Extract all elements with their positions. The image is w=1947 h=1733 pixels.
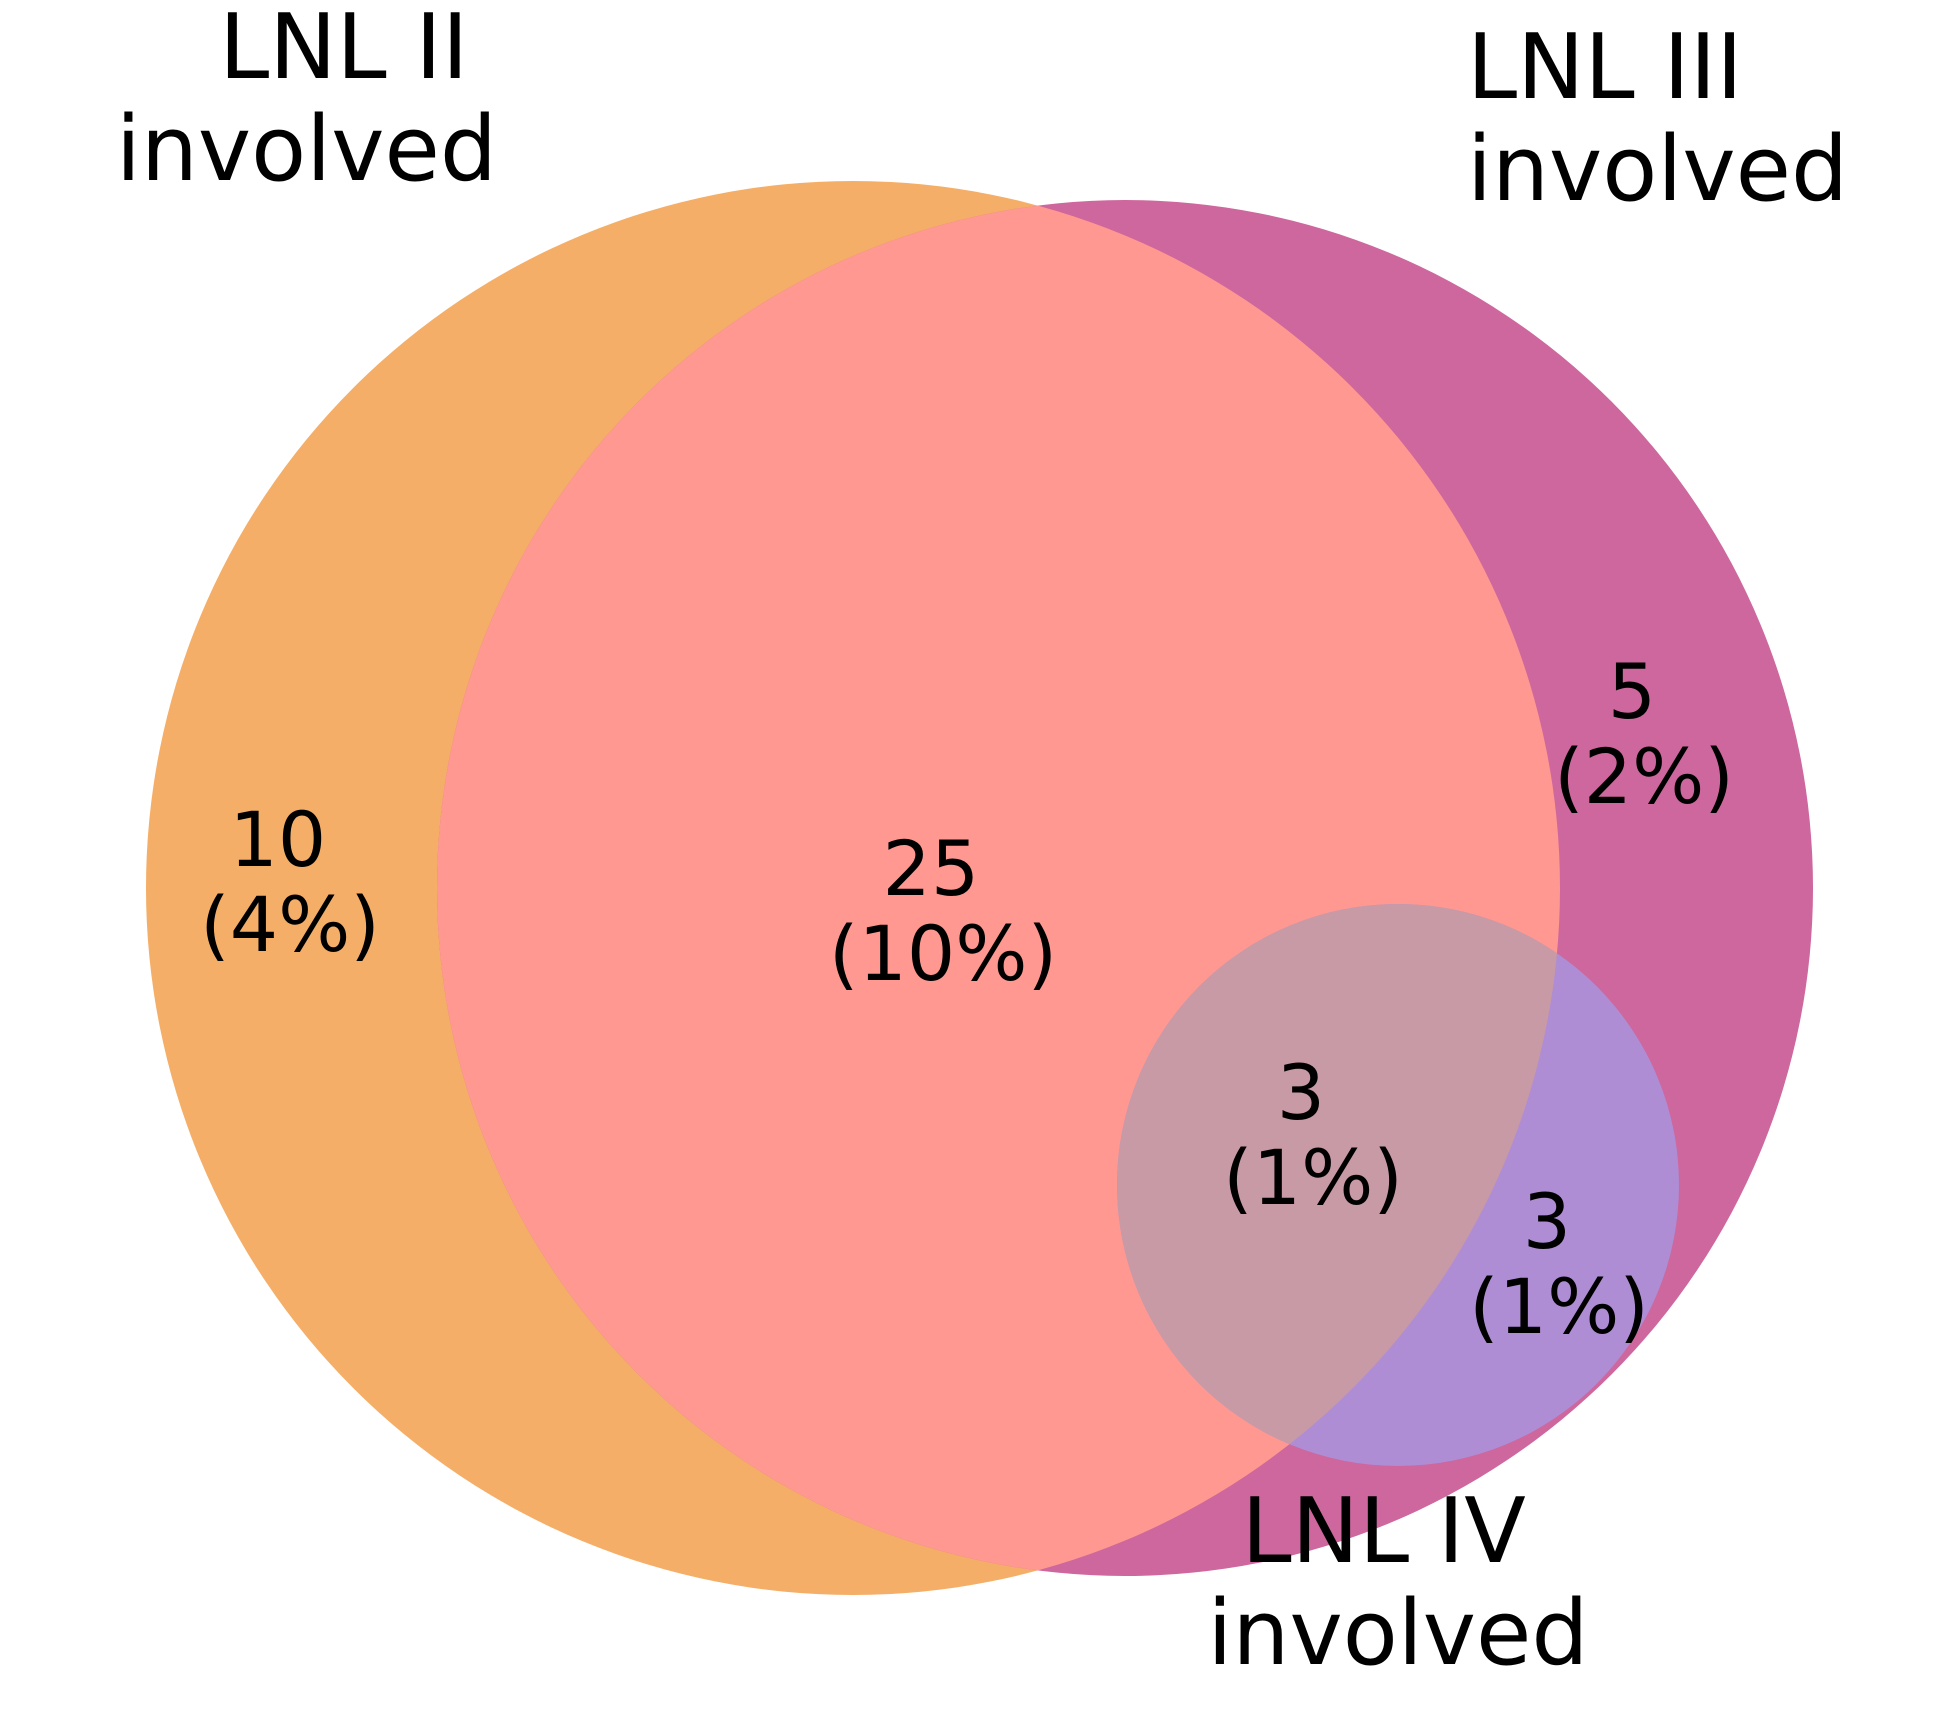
region-label-lnl2-lnl3-lnl4: 3 (1%)	[1223, 1048, 1403, 1222]
lnl4-set-label: LNL IV involved	[1207, 1479, 1588, 1686]
region-label-lnl2-lnl3: 25 (10%)	[829, 824, 1057, 998]
lnl2-set-label: LNL II involved	[116, 0, 497, 202]
region-label-lnl3-lnl4: 3 (1%)	[1469, 1177, 1649, 1351]
region-label-lnl2-only: 10 (4%)	[200, 795, 380, 969]
region-label-lnl3-only: 5 (2%)	[1554, 647, 1734, 821]
lnl3-set-label: LNL III involved	[1467, 15, 1848, 222]
